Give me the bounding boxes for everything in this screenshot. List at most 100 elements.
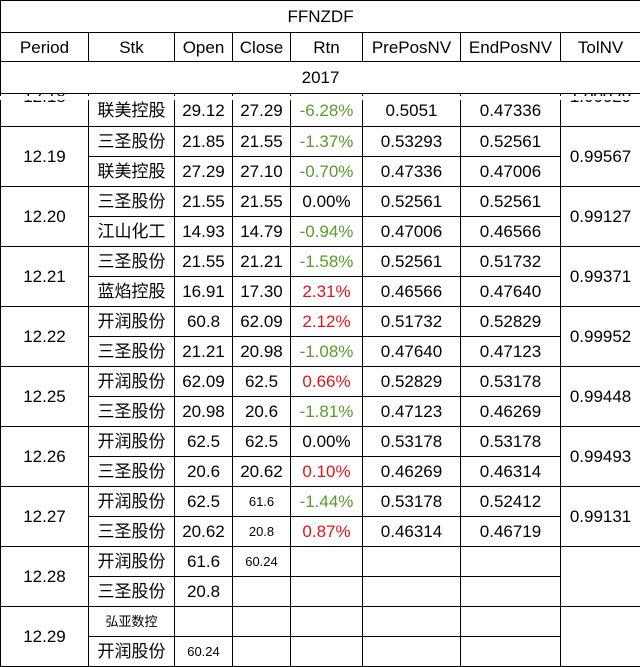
header-cell-open[interactable]: Open (175, 33, 233, 62)
open-cell[interactable]: 20.8 (175, 577, 233, 607)
tolnv-cell[interactable]: 0.99371 (561, 247, 640, 307)
period-cell[interactable]: 12.21 (1, 247, 89, 307)
stock-cell[interactable]: 联美控股 (89, 157, 175, 187)
open-cell[interactable]: 62.09 (175, 367, 233, 397)
header-cell-endposnv[interactable]: EndPosNV (461, 33, 561, 62)
open-cell[interactable]: 62.5 (175, 487, 233, 517)
stock-cell[interactable]: 开润股份 (89, 307, 175, 337)
return-cell[interactable]: -1.81% (291, 397, 363, 427)
endpos-cell[interactable]: 0.53178 (461, 427, 561, 457)
open-cell[interactable]: 20.6 (175, 457, 233, 487)
tolnv-cell[interactable]: 0.99567 (561, 127, 640, 187)
open-cell[interactable]: 20.62 (175, 517, 233, 547)
tolnv-cell[interactable]: 0.99493 (561, 427, 640, 487)
stock-cell[interactable]: 弘亚数控 (89, 607, 175, 637)
open-cell[interactable] (175, 607, 233, 637)
endpos-cell[interactable]: 0.46314 (461, 457, 561, 487)
return-cell[interactable]: 0.00% (291, 187, 363, 217)
open-cell[interactable]: 62.5 (175, 427, 233, 457)
period-cell[interactable]: 12.27 (1, 487, 89, 547)
endpos-cell[interactable]: 0.52829 (461, 307, 561, 337)
open-cell[interactable]: 16.91 (175, 277, 233, 307)
close-cell[interactable]: 62.09 (233, 307, 291, 337)
return-cell[interactable]: -0.70% (291, 157, 363, 187)
stock-cell[interactable]: 蓝焰控股 (89, 277, 175, 307)
stock-cell[interactable]: 开润股份 (89, 487, 175, 517)
endpos-cell[interactable]: 0.52412 (461, 487, 561, 517)
return-cell[interactable]: -1.37% (291, 127, 363, 157)
tolnv-cell[interactable] (561, 547, 640, 607)
stock-cell[interactable]: 三圣股份 (89, 127, 175, 157)
prepos-cell[interactable]: 0.53293 (363, 127, 461, 157)
return-cell[interactable]: -1.58% (291, 247, 363, 277)
tolnv-cell[interactable] (561, 607, 640, 667)
close-cell[interactable]: 61.6 (233, 487, 291, 517)
period-cell[interactable]: 12.29 (1, 607, 89, 667)
open-cell[interactable]: 14.93 (175, 217, 233, 247)
stock-cell[interactable]: 三圣股份 (89, 247, 175, 277)
open-cell[interactable]: 21.55 (175, 247, 233, 277)
prepos-cell[interactable] (363, 547, 461, 577)
open-cell[interactable]: 20.98 (175, 397, 233, 427)
return-cell[interactable]: 0.10% (291, 457, 363, 487)
stock-cell[interactable]: 开润股份 (89, 427, 175, 457)
open-cell[interactable]: 21.55 (175, 187, 233, 217)
endpos-cell[interactable] (461, 577, 561, 607)
return-cell[interactable] (291, 577, 363, 607)
open-cell[interactable]: 27.29 (175, 157, 233, 187)
prepos-cell[interactable]: 0.52829 (363, 367, 461, 397)
close-cell[interactable]: 27.10 (233, 157, 291, 187)
return-cell[interactable] (291, 607, 363, 637)
close-cell[interactable]: 20.98 (233, 337, 291, 367)
prepos-cell[interactable]: 0.52561 (363, 247, 461, 277)
return-cell[interactable]: 0.66% (291, 367, 363, 397)
stock-cell[interactable]: 三圣股份 (89, 457, 175, 487)
prepos-cell[interactable]: 0.51732 (363, 307, 461, 337)
endpos-cell[interactable]: 0.47123 (461, 337, 561, 367)
period-cell[interactable]: 12.20 (1, 187, 89, 247)
sheet-title-cell[interactable]: FFNZDF (1, 1, 640, 33)
period-cell[interactable]: 12.19 (1, 127, 89, 187)
header-cell-rtn[interactable]: Rtn (291, 33, 363, 62)
close-cell[interactable]: 14.79 (233, 217, 291, 247)
endpos-cell[interactable] (461, 607, 561, 637)
endpos-cell[interactable]: 0.47640 (461, 277, 561, 307)
stock-cell[interactable]: 江山化工 (89, 217, 175, 247)
tolnv-cell[interactable]: 0.99952 (561, 307, 640, 367)
return-cell[interactable]: 2.31% (291, 277, 363, 307)
stock-cell[interactable]: 三圣股份 (89, 187, 175, 217)
stock-cell[interactable]: 开润股份 (89, 367, 175, 397)
endpos-cell[interactable]: 0.52561 (461, 187, 561, 217)
period-cell[interactable]: 12.22 (1, 307, 89, 367)
close-cell[interactable]: 62.5 (233, 427, 291, 457)
tolnv-cell[interactable]: 0.99127 (561, 187, 640, 247)
period-cell[interactable]: 12.28 (1, 547, 89, 607)
stock-cell[interactable]: 三圣股份 (89, 337, 175, 367)
prepos-cell[interactable]: 0.52561 (363, 187, 461, 217)
endpos-cell[interactable] (461, 547, 561, 577)
return-cell[interactable]: 0.00% (291, 427, 363, 457)
year-cell[interactable]: 2017 (1, 62, 640, 94)
close-cell[interactable]: 20.62 (233, 457, 291, 487)
header-cell-preposnv[interactable]: PrePosNV (363, 33, 461, 62)
stock-cell[interactable]: 三圣股份 (89, 397, 175, 427)
tolnv-cell[interactable]: 0.99448 (561, 367, 640, 427)
return-cell[interactable]: 0.87% (291, 517, 363, 547)
prepos-cell[interactable] (363, 607, 461, 637)
close-cell[interactable] (233, 607, 291, 637)
endpos-cell[interactable]: 0.46269 (461, 397, 561, 427)
close-cell[interactable]: 21.55 (233, 127, 291, 157)
close-cell[interactable] (233, 577, 291, 607)
tolnv-cell[interactable]: 0.99131 (561, 487, 640, 547)
open-cell[interactable]: 60.8 (175, 307, 233, 337)
prepos-cell[interactable]: 0.46269 (363, 457, 461, 487)
endpos-cell[interactable]: 0.52561 (461, 127, 561, 157)
prepos-cell[interactable]: 0.46566 (363, 277, 461, 307)
prepos-cell[interactable]: 0.47123 (363, 397, 461, 427)
header-cell-stk[interactable]: Stk (89, 33, 175, 62)
header-cell-tolnv[interactable]: TolNV (561, 33, 640, 62)
stock-cell[interactable]: 三圣股份 (89, 517, 175, 547)
return-cell[interactable] (291, 547, 363, 577)
endpos-cell[interactable]: 0.47006 (461, 157, 561, 187)
stock-cell[interactable]: 开润股份 (89, 547, 175, 577)
